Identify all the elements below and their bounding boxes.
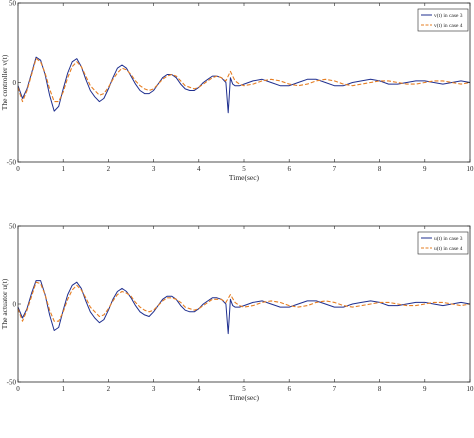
x-tick-label: 3 bbox=[152, 385, 156, 393]
x-tick-label: 0 bbox=[16, 165, 20, 173]
legend: v(t) in case 3 v(t) in case 4 bbox=[417, 8, 469, 32]
x-tick-label: 8 bbox=[378, 165, 382, 173]
x-tick-label: 9 bbox=[423, 165, 427, 173]
legend: u(t) in case 3 u(t) in case 4 bbox=[417, 231, 469, 255]
y-tick-label: -50 bbox=[7, 379, 17, 387]
x-tick-label: 8 bbox=[378, 385, 382, 393]
plot-area-frame bbox=[17, 225, 471, 383]
series-line-1 bbox=[17, 56, 471, 114]
x-tick-label: 3 bbox=[152, 165, 156, 173]
y-tick-label: 50 bbox=[9, 0, 17, 8]
series-line-1 bbox=[17, 280, 471, 335]
y-tick-label: 50 bbox=[9, 223, 17, 231]
y-tick-label: -50 bbox=[7, 159, 17, 167]
series-line-2 bbox=[17, 58, 471, 103]
x-tick-label: 2 bbox=[107, 385, 111, 393]
x-tick-label: 10 bbox=[467, 165, 474, 173]
y-tick-label: 0 bbox=[13, 301, 17, 309]
x-tick-label: 1 bbox=[61, 165, 65, 173]
legend-label-2: u(t) in case 4 bbox=[434, 245, 463, 252]
x-tick-label: 5 bbox=[242, 385, 246, 393]
x-tick-label: 7 bbox=[333, 165, 337, 173]
x-tick-label: 6 bbox=[287, 165, 291, 173]
x-tick-label: 2 bbox=[107, 165, 111, 173]
x-axis-title: Time(sec) bbox=[229, 393, 260, 402]
x-tick-label: 7 bbox=[333, 385, 337, 393]
x-tick-label: 4 bbox=[197, 165, 201, 173]
legend-label-2: v(t) in case 4 bbox=[434, 22, 463, 29]
x-tick-label: 4 bbox=[197, 385, 201, 393]
x-tick-label: 9 bbox=[423, 385, 427, 393]
x-tick-label: 10 bbox=[467, 385, 474, 393]
legend-label-1: v(t) in case 3 bbox=[434, 12, 463, 19]
y-tick-label: 0 bbox=[13, 79, 17, 87]
legend-label-1: u(t) in case 3 bbox=[434, 235, 463, 242]
x-tick-label: 0 bbox=[16, 385, 20, 393]
series-line-2 bbox=[17, 281, 471, 322]
plot-area-frame bbox=[17, 2, 471, 163]
x-tick-label: 1 bbox=[61, 385, 65, 393]
x-axis-title: Time(sec) bbox=[229, 173, 260, 182]
x-tick-label: 6 bbox=[287, 385, 291, 393]
y-axis-title: The actuator u(t) bbox=[0, 278, 9, 329]
x-tick-label: 5 bbox=[242, 165, 246, 173]
y-axis-title: The controller v(t) bbox=[0, 54, 9, 110]
